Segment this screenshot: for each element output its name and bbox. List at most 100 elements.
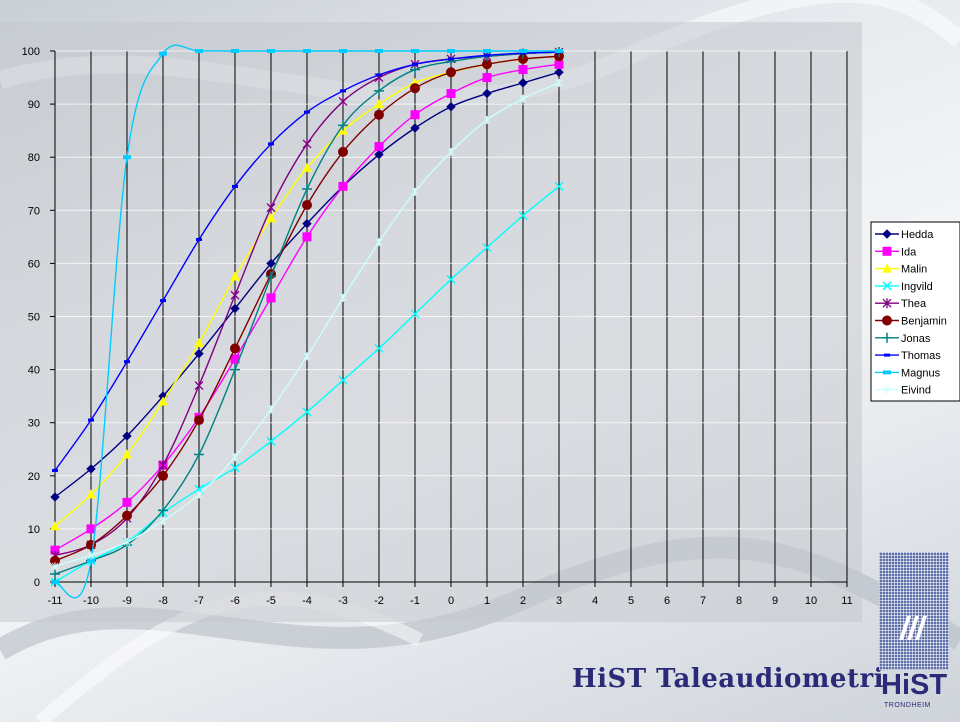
data-point-thomas [340,89,346,93]
y-tick-label: 80 [28,152,40,164]
data-point-magnus [483,49,491,53]
data-point-magnus [267,49,275,53]
data-point-jonas [374,85,384,96]
data-point-thomas [376,73,382,77]
data-point-thomas [304,110,310,114]
data-point-thea [302,138,312,149]
x-tick-label: 0 [448,595,454,607]
x-tick-label: 1 [484,595,490,607]
y-tick-label: 70 [28,205,40,217]
data-point-thomas [160,299,166,303]
hist-logo: HiST TRONDHEIM [879,552,949,720]
data-point-malin [122,449,132,459]
legend-label-hedda: Hedda [901,229,934,241]
y-tick-label: 60 [28,258,40,270]
legend-marker-benjamin [882,315,892,326]
data-point-benjamin [158,470,168,481]
data-point-magnus [339,49,347,53]
data-point-magnus [375,49,383,53]
data-point-thomas [124,360,130,364]
legend-marker-eivind [883,385,891,394]
series-layer [50,44,564,599]
y-tick-label: 100 [22,46,40,58]
data-point-benjamin [230,343,240,354]
series-line-thomas [54,51,560,471]
data-point-ida [50,545,60,555]
legend-item-benjamin: Benjamin [875,315,947,328]
data-point-thomas [484,53,490,57]
data-point-eivind [195,490,203,499]
data-point-ida [230,354,240,364]
series-eivind [51,78,563,571]
y-tick-label: 0 [34,577,40,589]
data-point-benjamin [338,146,348,157]
data-point-eivind [159,516,167,525]
data-point-malin [158,396,168,406]
series-magnus [51,44,563,599]
data-point-eivind [519,94,527,103]
x-tick-label: 8 [736,595,742,607]
data-point-thea [230,290,240,301]
data-point-jonas [230,364,240,375]
x-tick-label: -7 [194,595,204,607]
data-point-ida [338,181,348,191]
data-point-magnus [519,49,527,53]
data-point-ida [266,293,276,303]
legend-marker-ida [882,246,892,256]
data-point-hedda [446,102,456,112]
x-tick-label: -5 [266,595,276,607]
footer-title: HiST Taleaudiometri [572,664,885,694]
data-point-jonas [410,64,420,75]
logo-pattern [879,552,949,670]
x-tick-label: 3 [556,595,562,607]
data-point-eivind [555,78,563,87]
data-point-magnus [87,558,95,563]
data-point-magnus [231,49,239,53]
data-point-ingvild [482,242,492,253]
data-point-malin [86,489,96,499]
data-point-hedda [410,123,420,133]
x-tick-label: 10 [805,595,817,607]
data-point-ida [86,524,96,534]
data-point-thomas [520,51,526,55]
data-point-malin [374,99,384,109]
data-point-ingvild [554,181,564,191]
legend-label-ingvild: Ingvild [901,281,933,293]
legend-marker-thomas [884,353,890,357]
data-point-hedda [86,464,96,474]
data-point-eivind [447,147,455,156]
x-tick-label: -2 [374,595,384,607]
legend-item-thea: Thea [875,298,927,310]
data-point-thomas [196,238,202,242]
x-tick-label: 4 [592,595,598,607]
data-point-malin [194,338,204,348]
legend-item-hedda: Hedda [875,229,934,241]
y-tick-label: 20 [28,471,40,483]
data-point-thea [158,460,168,471]
data-point-magnus [303,49,311,53]
data-point-ingvild [230,463,240,473]
legend-item-eivind: Eivind [875,385,931,397]
data-point-jonas [194,449,204,460]
x-tick-label: -1 [410,595,420,607]
data-point-benjamin [194,415,204,426]
data-point-benjamin [302,199,312,210]
x-tick-label: -10 [83,595,99,607]
legend-marker-jonas [882,332,892,343]
data-point-ida [374,142,384,152]
data-point-ida [446,88,456,98]
series-line-jonas [54,51,560,575]
legend-marker-thea [882,298,892,309]
x-tick-label: 7 [700,595,706,607]
x-tick-label: -11 [47,595,62,607]
legend-item-malin: Malin [875,263,927,276]
data-point-hedda [266,258,276,269]
data-point-eivind [87,551,95,560]
data-point-benjamin [122,510,132,521]
series-line-benjamin [54,55,560,562]
y-tick-label: 10 [28,524,40,536]
x-tick-label: 5 [628,595,634,607]
data-point-benjamin [446,67,456,78]
data-point-eivind [411,187,419,196]
data-point-ingvild [410,309,420,319]
